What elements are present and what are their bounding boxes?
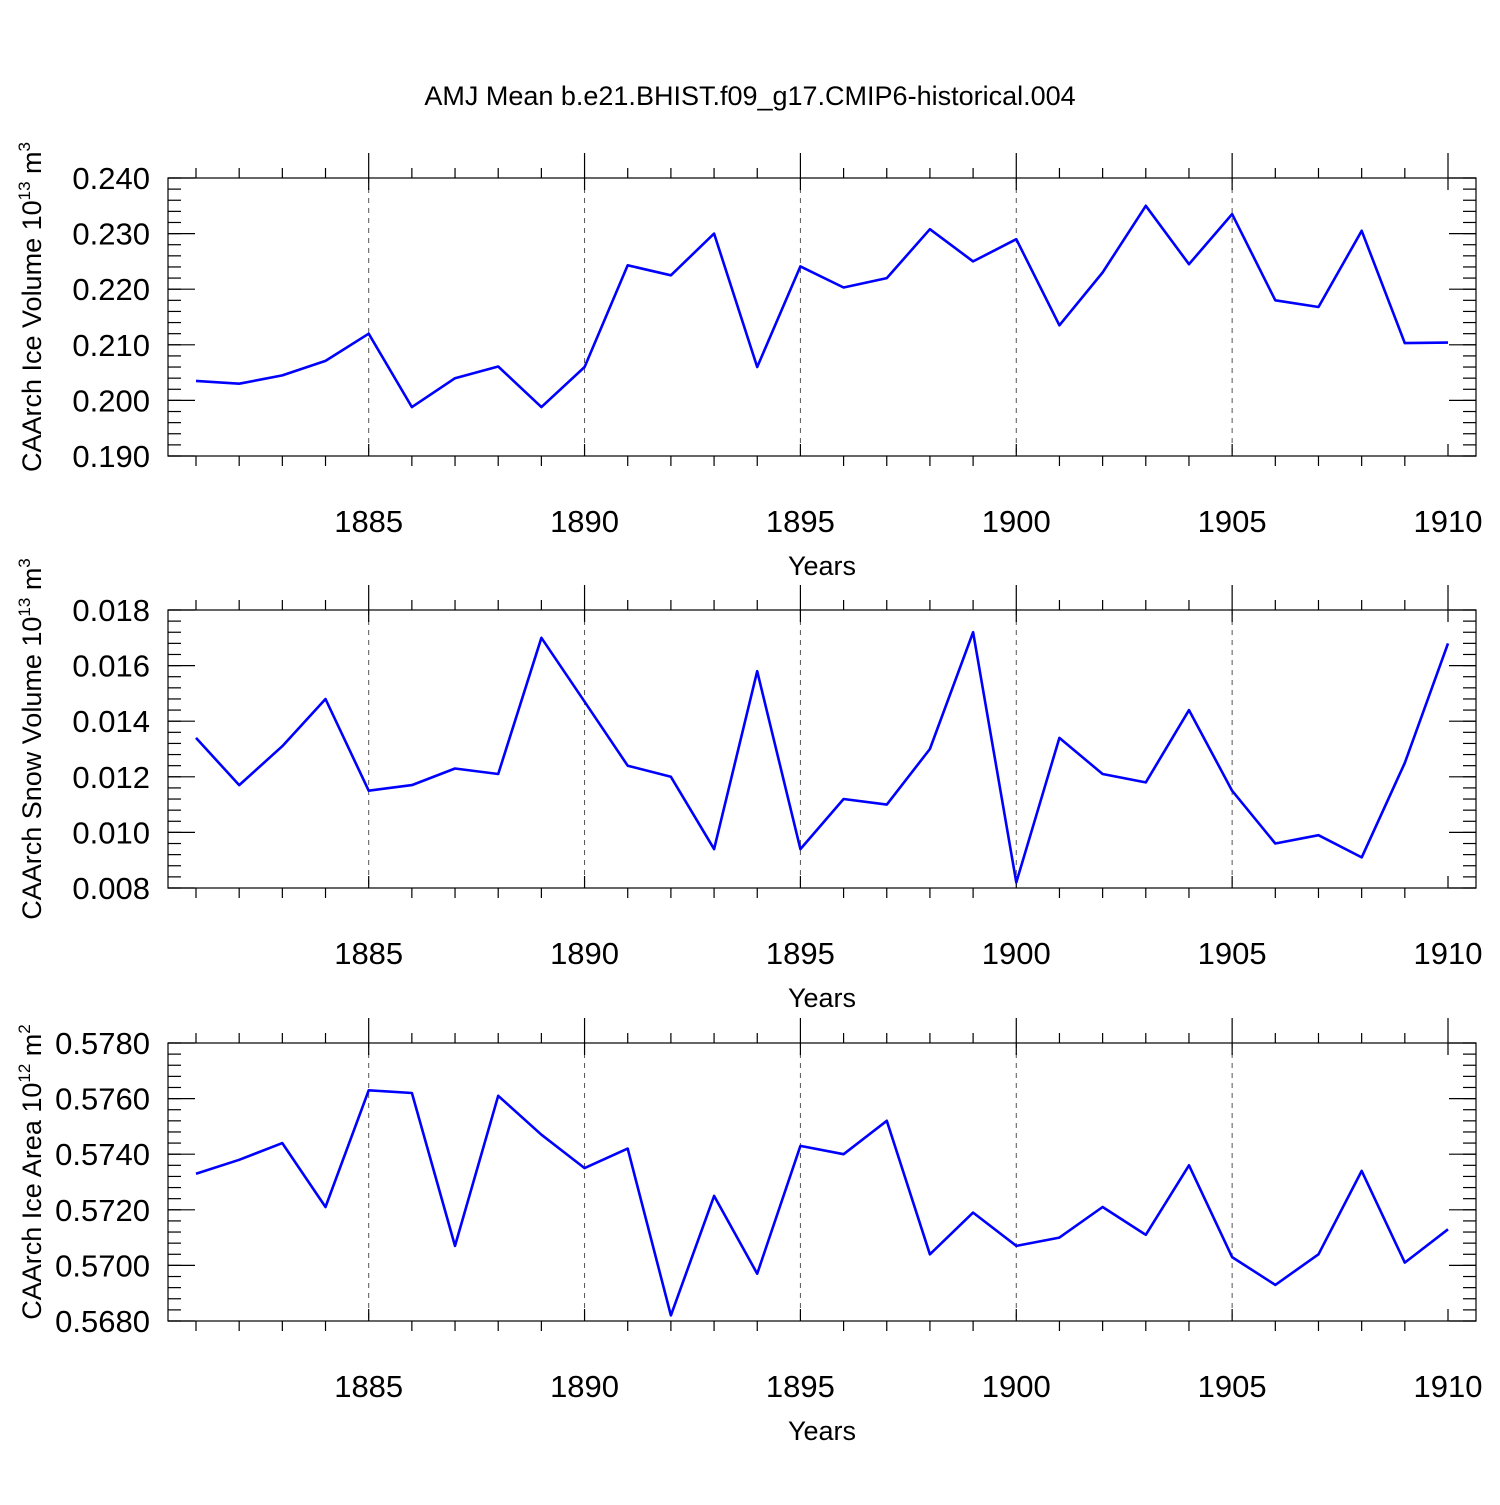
ice-area-x-tick-label: 1895	[766, 1369, 835, 1404]
snow-volume-series-line	[196, 632, 1448, 882]
ice-volume-y-tick-label: 0.190	[72, 439, 150, 474]
snow-volume-x-tick-label: 1885	[334, 936, 403, 971]
ice-volume-y-axis-title-unit-exponent: 3	[15, 142, 34, 151]
snow-volume-y-tick-label: 0.014	[72, 704, 150, 739]
ice-volume-x-tick-label: 1885	[334, 504, 403, 539]
ice-volume-x-tick-label: 1910	[1414, 504, 1483, 539]
ice-volume-x-tick-label: 1890	[550, 504, 619, 539]
ice-area-y-axis-title: CAArch Ice Area 1012 m2	[15, 1024, 47, 1320]
ice-area-y-tick-label: 0.5720	[55, 1193, 150, 1228]
snow-volume-y-axis-title-unit-exponent: 3	[15, 558, 34, 567]
snow-volume-x-tick-label: 1910	[1414, 936, 1483, 971]
snow-volume-x-tick-label: 1895	[766, 936, 835, 971]
ice-area-y-tick-label: 0.5760	[55, 1082, 150, 1117]
snow-volume-y-tick-label: 0.010	[72, 815, 150, 850]
ice-volume-y-tick-label: 0.230	[72, 217, 150, 252]
snow-volume-y-tick-label: 0.008	[72, 871, 150, 906]
snow-volume-x-tick-label: 1890	[550, 936, 619, 971]
ice-volume-y-axis-title-exponent: 13	[15, 181, 34, 200]
ice-volume-panel: 1885 1890 1895 1900 1905 1910 0.190 0.200 0.210 0…	[15, 142, 1482, 581]
ice-area-y-tick-label: 0.5780	[55, 1026, 150, 1061]
ice-volume-y-tick-label: 0.210	[72, 328, 150, 363]
ice-area-y-tick-label: 0.5680	[55, 1304, 150, 1339]
snow-volume-y-axis-title: CAArch Snow Volume 1013 m3	[15, 558, 47, 920]
ice-area-series-line	[196, 1090, 1448, 1315]
ice-area-y-axis-title-unit: m	[17, 1034, 47, 1064]
ice-volume-y-tick-label: 0.200	[72, 383, 150, 418]
ice-area-panel: 1885 1890 1895 1900 1905 1910 0.5680 0.5700 0.57…	[15, 1018, 1482, 1446]
ice-area-y-tick-label: 0.5700	[55, 1248, 150, 1283]
ice-volume-y-axis-title-unit: m	[17, 151, 47, 181]
ice-volume-series-line	[196, 206, 1448, 407]
snow-volume-y-axis-title-text: CAArch Snow Volume 10	[17, 617, 47, 920]
snow-volume-y-tick-label: 0.012	[72, 760, 150, 795]
ice-volume-y-axis-title-text: CAArch Ice Volume 10	[17, 200, 47, 472]
ice-volume-y-tick-label: 0.220	[72, 272, 150, 307]
ice-volume-x-tick-label: 1905	[1198, 504, 1267, 539]
ice-area-x-tick-label: 1910	[1414, 1369, 1483, 1404]
ice-volume-x-tick-label: 1895	[766, 504, 835, 539]
ice-area-x-tick-label: 1905	[1198, 1369, 1267, 1404]
snow-volume-x-tick-label: 1905	[1198, 936, 1267, 971]
ice-area-y-axis-title-exponent: 12	[15, 1064, 34, 1083]
snow-volume-x-tick-label: 1900	[982, 936, 1051, 971]
snow-volume-y-axis-title-exponent: 13	[15, 598, 34, 617]
ice-area-x-axis-title: Years	[788, 1416, 856, 1446]
snow-volume-frame	[168, 610, 1476, 888]
snow-volume-y-axis-title-unit: m	[17, 568, 47, 598]
snow-volume-y-tick-label: 0.016	[72, 649, 150, 684]
ice-area-y-tick-label: 0.5740	[55, 1137, 150, 1172]
ice-area-y-axis-title-unit-exponent: 2	[15, 1024, 34, 1033]
ice-area-y-axis-title-text: CAArch Ice Area 10	[17, 1083, 47, 1320]
ice-volume-x-axis-title: Years	[788, 551, 856, 581]
snow-volume-y-tick-label: 0.018	[72, 593, 150, 628]
ice-volume-frame	[168, 178, 1476, 456]
ice-area-x-tick-label: 1890	[550, 1369, 619, 1404]
ice-volume-x-tick-label: 1900	[982, 504, 1051, 539]
snow-volume-x-axis-title: Years	[788, 983, 856, 1013]
chart-title: AMJ Mean b.e21.BHIST.f09_g17.CMIP6-histo…	[424, 81, 1075, 111]
ice-area-frame	[168, 1043, 1476, 1321]
ice-volume-y-axis-title: CAArch Ice Volume 1013 m3	[15, 142, 47, 472]
ice-volume-y-tick-label: 0.240	[72, 161, 150, 196]
ice-area-x-tick-label: 1900	[982, 1369, 1051, 1404]
ice-area-x-tick-label: 1885	[334, 1369, 403, 1404]
snow-volume-panel: 1885 1890 1895 1900 1905 1910 0.008 0.010 0.012 0…	[15, 558, 1482, 1013]
